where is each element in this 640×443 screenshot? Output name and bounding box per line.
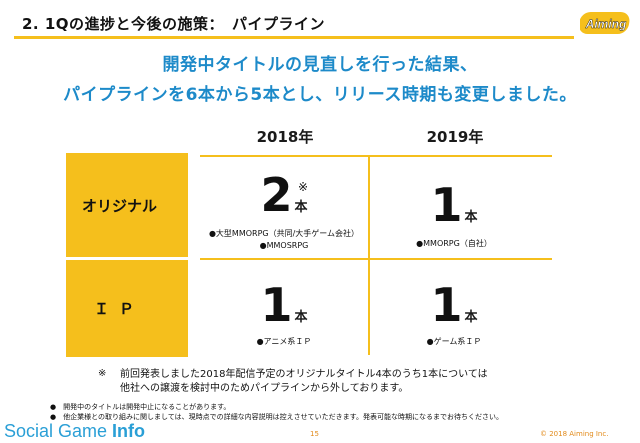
slide-header: 2. 1Qの進捗と今後の施策： パイプライン Aiming [0,0,640,40]
disclaimer-item: ● 他企業様との取り組みに関しましては、現時点での詳細な内容説明は控えさせていた… [50,413,503,421]
cell-note: ●アニメ系ＩＰ [256,337,312,346]
table-rule-vertical [368,155,370,355]
footnote-mark: ※ [298,180,309,194]
count-value: 1 [260,278,293,332]
logo-text: Aiming [585,17,627,31]
watermark-brand: Social Game Info [4,421,145,442]
row-label-ip: ＩＰ [66,260,188,357]
row-label-original: オリジナル [66,153,188,257]
copyright: © 2018 Aiming Inc. [540,430,609,438]
header-rule [14,36,574,39]
slide-title: 2. 1Qの進捗と今後の施策： パイプライン [22,15,326,33]
count-unit: 本 [294,200,308,215]
count-unit: 本 [464,310,478,325]
table-rule-top [200,155,552,157]
brand-bold: Info [112,421,146,441]
table-rule-middle [200,258,552,260]
disclaimer-list: ● 開発中のタイトルは開発中止になることがあります。 ● 他企業様との取り組みに… [50,402,503,422]
headline-line-1: 開発中タイトルの見直しを行った結果、 [162,55,478,75]
headline-line-2: パイプラインを6本から5本とし、リリース時期も変更しました。 [63,85,577,105]
cell-note: ●MMOSRPG [259,241,309,250]
count-value: 1 [430,278,463,332]
footnote-text: 前回発表しました2018年配信予定のオリジナルタイトル4本のうち1本については … [120,368,488,396]
cell-note: ●大型MMORPG（共同/大手ゲーム会社） [208,229,360,238]
brand-plain: Social Game [4,421,113,441]
page-number: 15 [310,430,319,438]
year-2018-header: 2018年 [256,128,314,146]
count-unit: 本 [294,310,308,325]
footnote-line-1: 前回発表しました2018年配信予定のオリジナルタイトル4本のうち1本については [120,369,488,380]
footnote-mark: ※ [98,368,107,379]
count-unit: 本 [464,210,478,225]
count-value: 1 [430,178,463,232]
cell-note: ●MMORPG（自社） [416,239,492,248]
disclaimer-item: ● 開発中のタイトルは開発中止になることがあります。 [50,403,231,411]
footnote-line-2: 他社への譲渡を検討中のためパイプラインから外しております。 [120,383,409,394]
year-2019-header: 2019年 [426,128,484,146]
cell-note: ●ゲーム系ＩＰ [426,337,482,346]
count-value: 2 [260,168,293,222]
aiming-logo: Aiming [580,12,630,34]
